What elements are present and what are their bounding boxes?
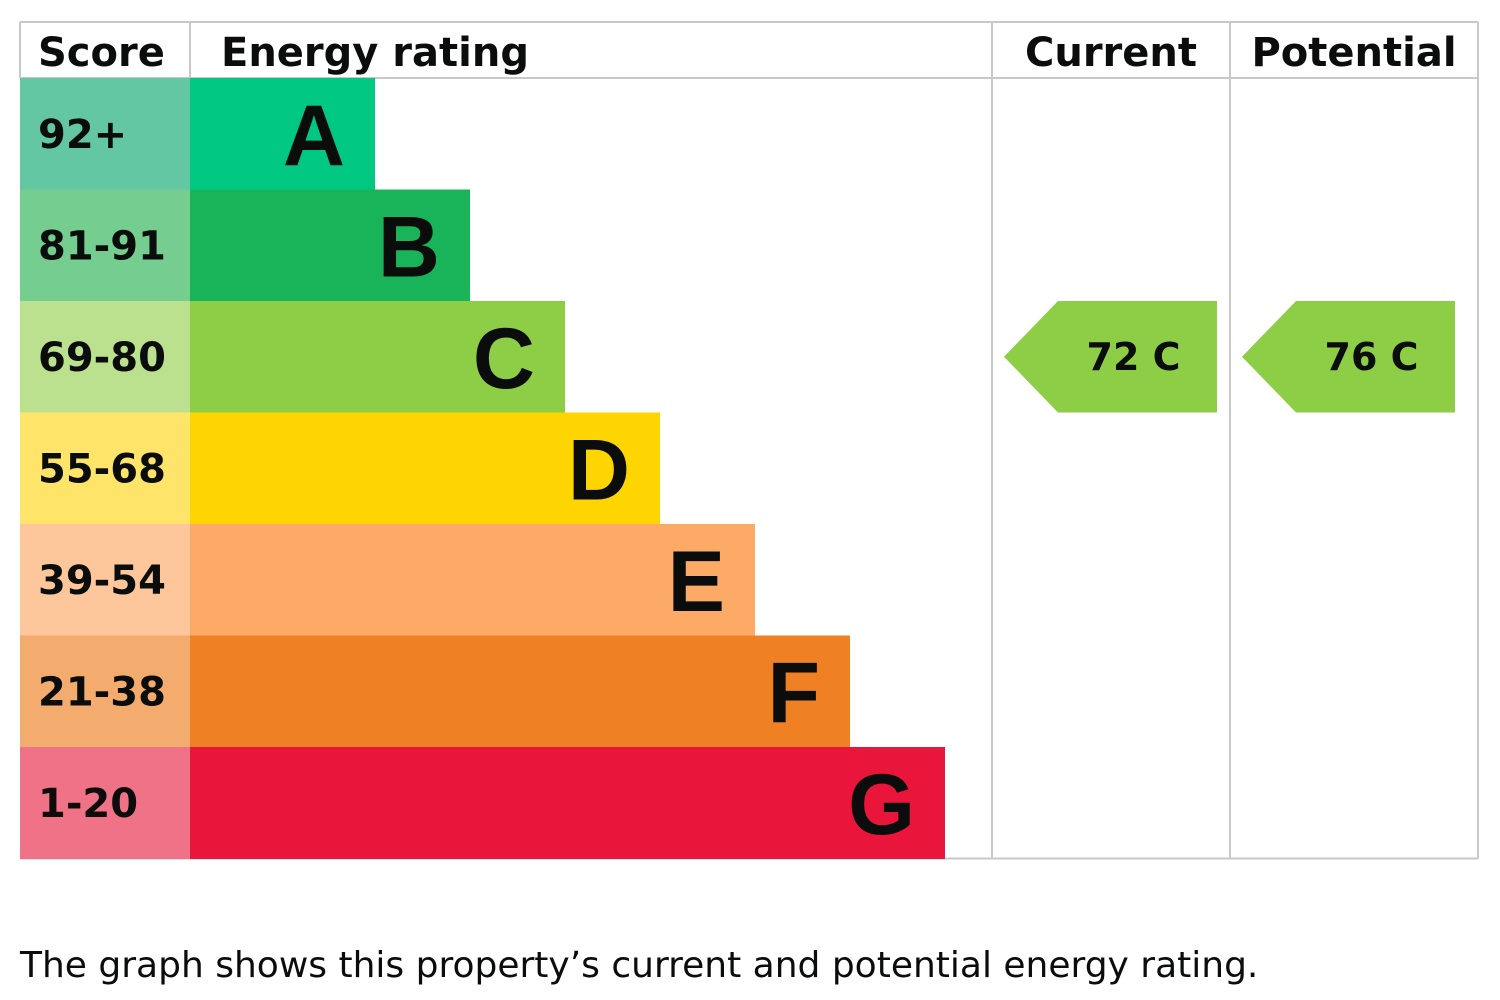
score-range-f: 21-38: [38, 669, 166, 715]
band-letter-a: A: [283, 88, 345, 184]
rating-indicators: 72 C 76 C: [1004, 301, 1455, 413]
band-letter-c: C: [473, 311, 535, 407]
score-range-a: 92+: [38, 112, 127, 158]
band-bar-f: [190, 635, 850, 748]
score-cell-g: [20, 747, 190, 859]
potential-label: 76 C: [1325, 335, 1419, 379]
current-label: 72 C: [1087, 335, 1181, 379]
band-letter-e: E: [668, 534, 725, 630]
band-bar-e: [190, 524, 755, 636]
potential-arrow: [1242, 301, 1455, 413]
score-cell-d: [20, 412, 190, 525]
current-arrow: [1004, 301, 1217, 413]
score-cell-e: [20, 524, 190, 636]
header-energy-rating: Energy rating: [221, 30, 529, 76]
rating-bands: 92+ A 81-91 B 69-80 C 55-68 D 39-54 E 21-38 F 1-20 G: [20, 78, 945, 859]
score-cell-b: [20, 189, 190, 302]
header-potential: Potential: [1251, 30, 1456, 76]
header-current: Current: [1025, 30, 1197, 76]
energy-rating-chart: Score Energy rating Current Potential 92…: [19, 21, 1479, 860]
score-cell-f: [20, 635, 190, 748]
band-bar-g: [190, 747, 945, 859]
score-cell-a: [20, 78, 190, 190]
score-cell-c: [20, 301, 190, 413]
score-range-b: 81-91: [38, 223, 166, 269]
band-letter-b: B: [378, 199, 440, 295]
band-bar-c: [190, 301, 565, 413]
band-bar-d: [190, 412, 660, 525]
band-letter-d: D: [568, 422, 630, 518]
band-letter-f: F: [767, 645, 820, 741]
chart-caption: The graph shows this property’s current …: [20, 945, 1259, 986]
band-bar-b: [190, 189, 470, 302]
header-score: Score: [38, 30, 165, 76]
band-letter-g: G: [848, 757, 915, 853]
band-bar-a: [190, 78, 375, 190]
score-range-g: 1-20: [38, 781, 138, 827]
score-range-e: 39-54: [38, 558, 166, 604]
score-range-c: 69-80: [38, 335, 166, 381]
score-range-d: 55-68: [38, 446, 166, 492]
